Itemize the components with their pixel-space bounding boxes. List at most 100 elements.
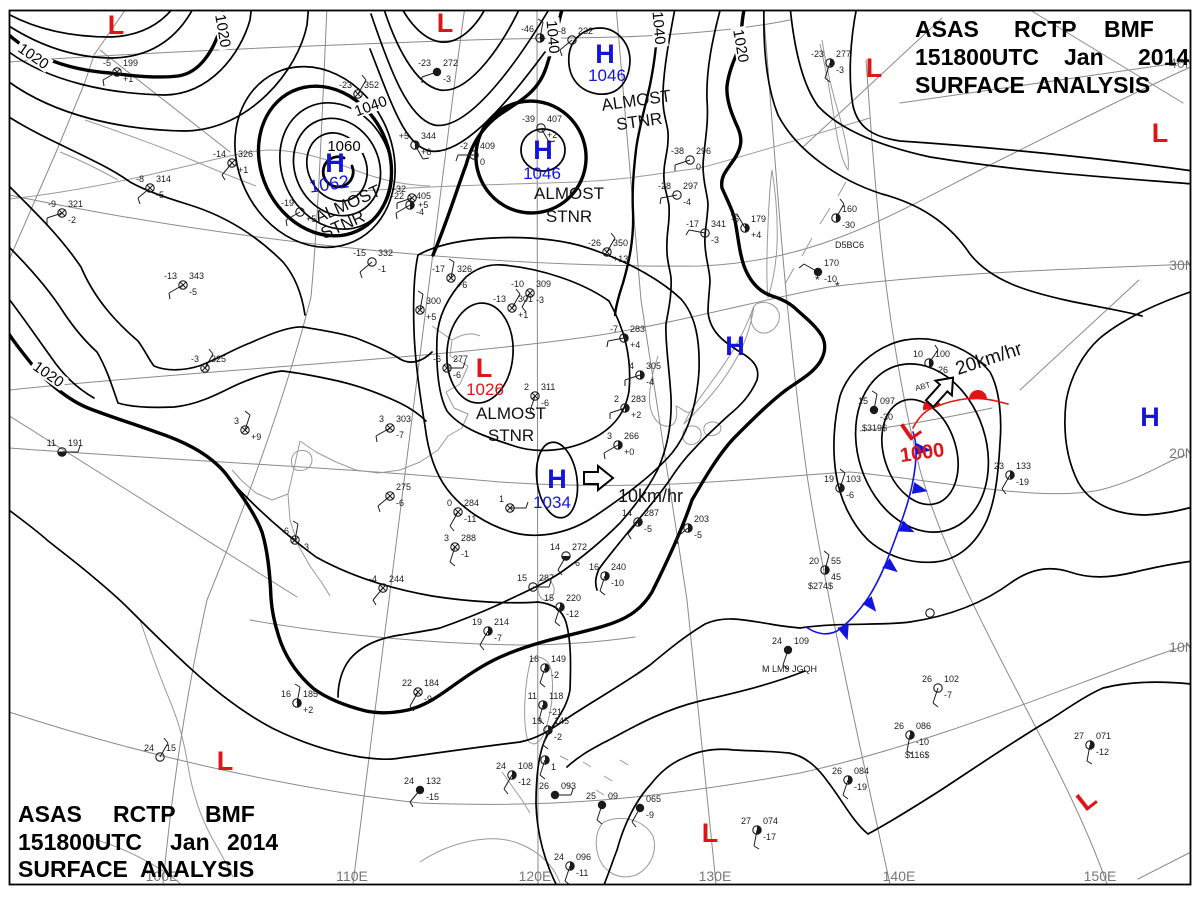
svg-text:-3: -3 (536, 295, 544, 305)
svg-text:6: 6 (284, 526, 289, 536)
svg-text:-7: -7 (944, 690, 952, 700)
svg-text:-23: -23 (418, 58, 431, 68)
svg-text:1040: 1040 (543, 20, 563, 55)
svg-text:-4: -4 (416, 207, 424, 217)
svg-text:272: 272 (572, 542, 587, 552)
svg-text:1020: 1020 (211, 13, 234, 49)
svg-text:19: 19 (472, 617, 482, 627)
svg-text:-19: -19 (1016, 477, 1029, 487)
svg-text:Jan: Jan (1064, 44, 1104, 70)
svg-text:+4: +4 (630, 340, 640, 350)
svg-text:272: 272 (443, 58, 458, 68)
svg-text:11: 11 (47, 438, 56, 448)
svg-text:244: 244 (389, 574, 404, 584)
svg-text:1034: 1034 (533, 493, 571, 512)
svg-text:3: 3 (444, 533, 449, 543)
svg-text:296: 296 (696, 146, 711, 156)
svg-text:326: 326 (238, 149, 253, 159)
svg-text:-46: -46 (521, 24, 534, 34)
svg-text:15: 15 (544, 593, 554, 603)
svg-text:-17: -17 (686, 219, 699, 229)
svg-text:-2: -2 (551, 670, 559, 680)
svg-text:-3: -3 (191, 354, 199, 364)
svg-text:240: 240 (611, 562, 626, 572)
svg-text:-26: -26 (935, 365, 948, 375)
svg-text:275: 275 (396, 482, 411, 492)
svg-text:ABT: ABT (914, 380, 931, 393)
svg-text:100: 100 (935, 349, 950, 359)
svg-text:-7: -7 (494, 633, 502, 643)
svg-text:103: 103 (846, 474, 861, 484)
svg-text:ANALYSIS: ANALYSIS (140, 856, 254, 882)
svg-text:326: 326 (457, 264, 472, 274)
svg-text:084: 084 (854, 766, 869, 776)
svg-text:-5: -5 (103, 58, 111, 68)
svg-text:SURFACE: SURFACE (18, 856, 128, 882)
svg-text:-17: -17 (763, 832, 776, 842)
svg-text:140E: 140E (883, 868, 916, 884)
svg-text:-13: -13 (164, 271, 177, 281)
svg-text:L: L (1152, 118, 1169, 148)
svg-text:2: 2 (614, 394, 619, 404)
svg-text:-5: -5 (644, 524, 652, 534)
svg-text:277: 277 (453, 354, 468, 364)
svg-text:22: 22 (402, 678, 412, 688)
svg-text:RCTP: RCTP (1014, 16, 1077, 42)
svg-text:407: 407 (547, 114, 562, 124)
svg-text:343: 343 (189, 271, 204, 281)
svg-text:300: 300 (426, 296, 441, 306)
svg-text:BMF: BMF (1104, 16, 1154, 42)
svg-text:26: 26 (832, 766, 842, 776)
svg-text:191: 191 (68, 438, 83, 448)
svg-text:+0: +0 (624, 447, 634, 457)
svg-text:45: 45 (831, 572, 841, 582)
svg-text:297: 297 (683, 181, 698, 191)
svg-text:25: 25 (586, 791, 596, 801)
svg-text:1: 1 (551, 762, 556, 772)
svg-text:3: 3 (607, 431, 612, 441)
svg-text:151800UTC: 151800UTC (18, 829, 142, 855)
svg-text:RCTP: RCTP (113, 801, 176, 827)
svg-text:-38: -38 (671, 146, 684, 156)
svg-text:149: 149 (551, 654, 566, 664)
svg-text:2014: 2014 (1138, 44, 1189, 70)
svg-text:-10: -10 (511, 279, 524, 289)
svg-text:184: 184 (424, 678, 439, 688)
svg-text:24: 24 (554, 852, 564, 862)
svg-text:09: 09 (608, 791, 618, 801)
svg-text:086: 086 (916, 721, 931, 731)
svg-text:-23: -23 (811, 49, 824, 59)
svg-text:321: 321 (68, 199, 83, 209)
svg-text:L: L (217, 746, 234, 776)
svg-text:-21: -21 (549, 707, 562, 717)
svg-text:1026: 1026 (466, 380, 504, 399)
svg-text:118: 118 (549, 691, 563, 701)
svg-text:109: 109 (794, 636, 809, 646)
svg-text:20N: 20N (1169, 445, 1195, 461)
svg-text:L: L (108, 10, 125, 40)
svg-text:H: H (595, 39, 615, 69)
svg-text:344: 344 (421, 131, 436, 141)
svg-text:284: 284 (464, 498, 479, 508)
svg-text:STNR: STNR (546, 207, 592, 226)
svg-text:309: 309 (536, 279, 551, 289)
svg-text:10: 10 (913, 349, 923, 359)
svg-text:-3: -3 (836, 65, 844, 75)
svg-text:+1: +1 (123, 74, 133, 84)
svg-text:H: H (533, 135, 553, 165)
svg-text:-15: -15 (426, 792, 439, 802)
svg-text:-22: -22 (391, 191, 404, 201)
svg-text:-2: -2 (554, 732, 562, 742)
svg-text:40N: 40N (1169, 55, 1195, 71)
svg-text:341: 341 (711, 219, 726, 229)
svg-text:L: L (437, 8, 454, 38)
svg-text:+5: +5 (306, 214, 316, 224)
svg-text:26: 26 (539, 781, 549, 791)
svg-text:$274$: $274$ (808, 581, 833, 591)
svg-text:-32: -32 (393, 184, 406, 194)
svg-text:-12: -12 (518, 777, 531, 787)
svg-text:$319$: $319$ (862, 423, 887, 433)
svg-text:16: 16 (589, 562, 599, 572)
svg-text:1020: 1020 (729, 28, 752, 64)
svg-text:096: 096 (576, 852, 591, 862)
